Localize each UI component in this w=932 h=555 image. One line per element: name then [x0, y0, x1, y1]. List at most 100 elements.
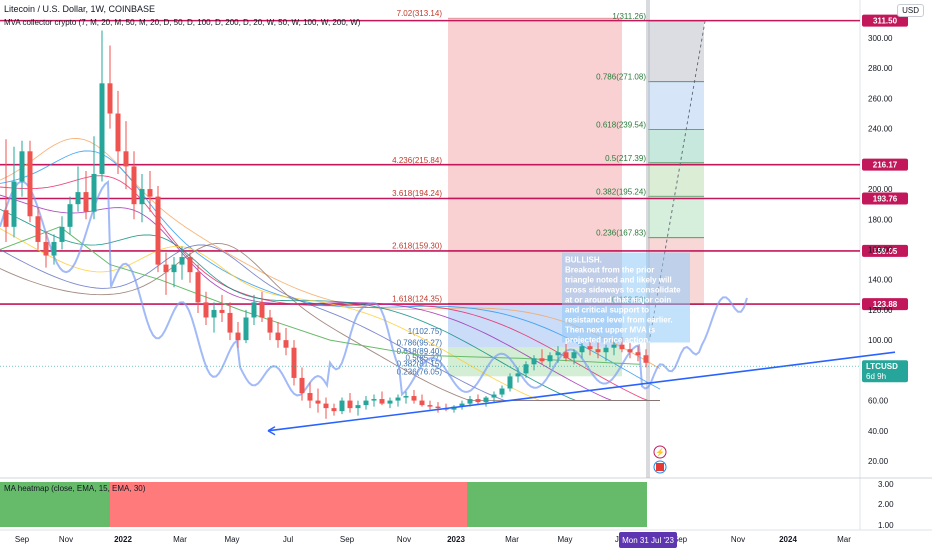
candle-body	[379, 399, 385, 404]
candle-body	[347, 400, 353, 409]
price-axis-tick: 260.00	[868, 94, 893, 103]
level-price-label: 193.76	[873, 194, 898, 203]
candle-body	[115, 113, 121, 152]
time-axis-tick: Nov	[731, 535, 745, 544]
candle-body	[491, 394, 497, 398]
fib-extension-label: 0.5(85.27)	[406, 353, 443, 362]
level-price-tag	[862, 192, 908, 205]
currency-label[interactable]: USD	[897, 4, 924, 17]
heatmap-legend[interactable]: MA heatmap (close, EMA, 15, EMA, 30)	[4, 484, 146, 493]
candle-body	[67, 204, 73, 227]
candle-body	[635, 352, 641, 356]
time-axis-tick: Sep	[673, 535, 688, 544]
candle-body	[251, 302, 257, 318]
candle-body	[203, 302, 209, 318]
us-flag-fill	[656, 463, 664, 471]
fib-retracement-label: 0.382(195.24)	[596, 187, 646, 196]
time-axis-tick: 2022	[114, 535, 132, 544]
level-price-tag	[862, 244, 908, 257]
heatmap-axis-tick: 2.00	[878, 500, 894, 509]
candle-body	[211, 309, 217, 318]
level-price-label: 159.05	[873, 247, 898, 256]
candle-body	[611, 344, 617, 348]
candle-body	[259, 302, 265, 318]
annotation-box	[562, 252, 690, 343]
fib-extension-label: 0.618(89.40)	[397, 347, 443, 356]
time-axis-tick: Sep	[15, 535, 30, 544]
candle-body	[419, 400, 425, 406]
moving-average-line	[0, 194, 660, 402]
candle-body	[459, 403, 465, 407]
fib-retracement-zone	[648, 20, 704, 82]
annotation-text-line: Then next upper MVA is	[565, 326, 656, 335]
annotation-text-line: resistance level from earlier.	[565, 316, 673, 325]
level-price-tag	[862, 14, 908, 27]
crosshair-date-label: Mon 31 Jul '23	[622, 536, 674, 545]
fib-extension-label: 0.236(76.05)	[397, 367, 443, 376]
moving-average-line	[0, 175, 660, 402]
candle-body	[195, 272, 201, 303]
price-axis-tick: 100.00	[868, 336, 893, 345]
time-axis-tick: Sep	[340, 535, 355, 544]
candle-body	[155, 196, 161, 265]
candle-body	[411, 396, 417, 401]
candle-body	[371, 399, 377, 401]
candle-body	[51, 241, 57, 256]
price-axis-tick: 160.00	[868, 246, 893, 255]
candle-body	[107, 83, 113, 114]
annotation-text-line: and critical support to	[565, 306, 649, 315]
fib-retracement-label: 0.5(217.39)	[605, 154, 646, 163]
candle-body	[83, 192, 89, 212]
candle-body	[43, 241, 49, 256]
annotation-text-line: cross sideways to consolidate	[565, 286, 681, 295]
stepped-ma-line	[0, 226, 641, 365]
fib-retracement-zone	[648, 196, 704, 238]
candle-body	[571, 352, 577, 359]
time-axis-tick: 2024	[779, 535, 797, 544]
indicator-legend[interactable]: MVA collector crypto (7, M, 20, M, 50, M…	[4, 18, 361, 27]
fib-extension-label: 3.618(194.24)	[392, 189, 442, 198]
level-price-label: 123.88	[873, 300, 898, 309]
fib-retracement-zone	[648, 81, 704, 130]
level-price-tag	[862, 158, 908, 171]
candle-body	[435, 406, 441, 409]
price-axis-tick: 240.00	[868, 125, 893, 134]
candle-body	[171, 264, 177, 273]
chart-title: Litecoin / U.S. Dollar, 1W, COINBASE	[4, 4, 156, 14]
fib-extension-label: 2.618(159.30)	[392, 242, 442, 251]
daily-price-line	[0, 180, 748, 397]
triangle-support-trendline	[267, 351, 896, 432]
fib-retracement-label: 0.618(239.54)	[596, 120, 646, 129]
fib-retracement-zone	[648, 129, 704, 163]
candle-body	[163, 264, 169, 273]
candle-body	[267, 317, 273, 333]
candle-body	[643, 355, 649, 363]
lightning-glyph: ⚡	[655, 447, 665, 457]
candle-body	[523, 364, 529, 374]
time-axis-tick: Nov	[59, 535, 73, 544]
price-axis-tick: 200.00	[868, 185, 893, 194]
candle-body	[27, 151, 33, 217]
candle-body	[467, 399, 473, 404]
current-price-tag	[862, 360, 908, 383]
moving-average-line	[0, 138, 661, 369]
candle-body	[243, 317, 249, 341]
crosshair-date-tag	[619, 532, 677, 548]
candle-body	[315, 400, 321, 404]
time-axis-tick: Mar	[173, 535, 187, 544]
fib-extension-label: 4.236(215.84)	[392, 156, 442, 165]
candle-body	[179, 257, 185, 265]
heatmap-segment	[0, 482, 110, 527]
candle-body	[123, 151, 129, 167]
candle-body	[539, 358, 545, 362]
time-highlight-band	[646, 0, 650, 478]
time-axis-tick: Nov	[397, 535, 411, 544]
annotation-text-line: at or around that major coin	[565, 296, 671, 305]
level-price-label: 311.50	[873, 17, 898, 26]
candle-body	[3, 210, 9, 227]
price-axis-tick: 20.00	[868, 457, 889, 466]
annotation-text-line: triangle noted and likely will	[565, 276, 672, 285]
earnings-icon	[653, 445, 667, 459]
